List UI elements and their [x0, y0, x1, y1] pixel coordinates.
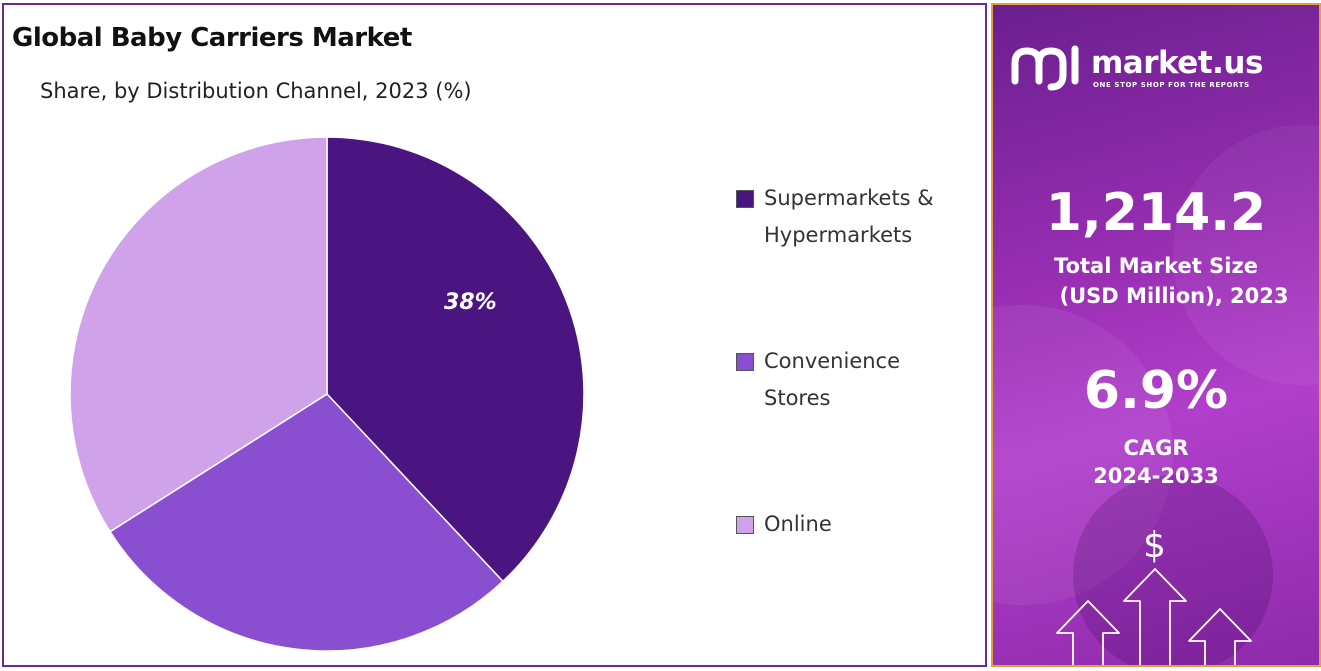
market-size-caption-line2: (USD Million), 2023 — [1011, 281, 1321, 311]
legend-label-convenience: Convenience Stores — [764, 343, 974, 417]
cagr-caption-line2: 2024-2033 — [993, 461, 1319, 491]
legend-label-line: Online — [764, 506, 974, 543]
cagr-caption-line1: CAGR — [993, 433, 1319, 463]
legend-swatch-supermarkets — [736, 190, 754, 208]
legend-swatch-online — [736, 516, 754, 534]
legend-label-online: Online — [764, 506, 974, 543]
market-size-caption-line1: Total Market Size — [993, 251, 1319, 281]
cagr-value: 6.9% — [993, 361, 1319, 421]
brand-tagline: ONE STOP SHOP FOR THE REPORTS — [1093, 81, 1250, 89]
legend-label-supermarkets: Supermarkets & Hypermarkets — [764, 180, 974, 254]
growth-arrows-icon — [993, 545, 1321, 667]
legend-swatch-convenience — [736, 353, 754, 371]
legend-label-line: Stores — [764, 380, 974, 417]
pie-chart: 38% — [4, 5, 989, 669]
brand-name: market.us — [1091, 45, 1263, 81]
chart-panel: Global Baby Carriers Market Share, by Di… — [2, 3, 987, 667]
legend-label-line: Convenience — [764, 343, 974, 380]
legend-label-line: Hypermarkets — [764, 217, 974, 254]
legend-label-line: Supermarkets & — [764, 180, 974, 217]
pie-data-label: 38% — [444, 290, 497, 315]
info-panel: market.us ONE STOP SHOP FOR THE REPORTS … — [991, 3, 1321, 667]
market-us-logo-icon — [1011, 41, 1083, 93]
market-size-value: 1,214.2 — [993, 183, 1319, 243]
